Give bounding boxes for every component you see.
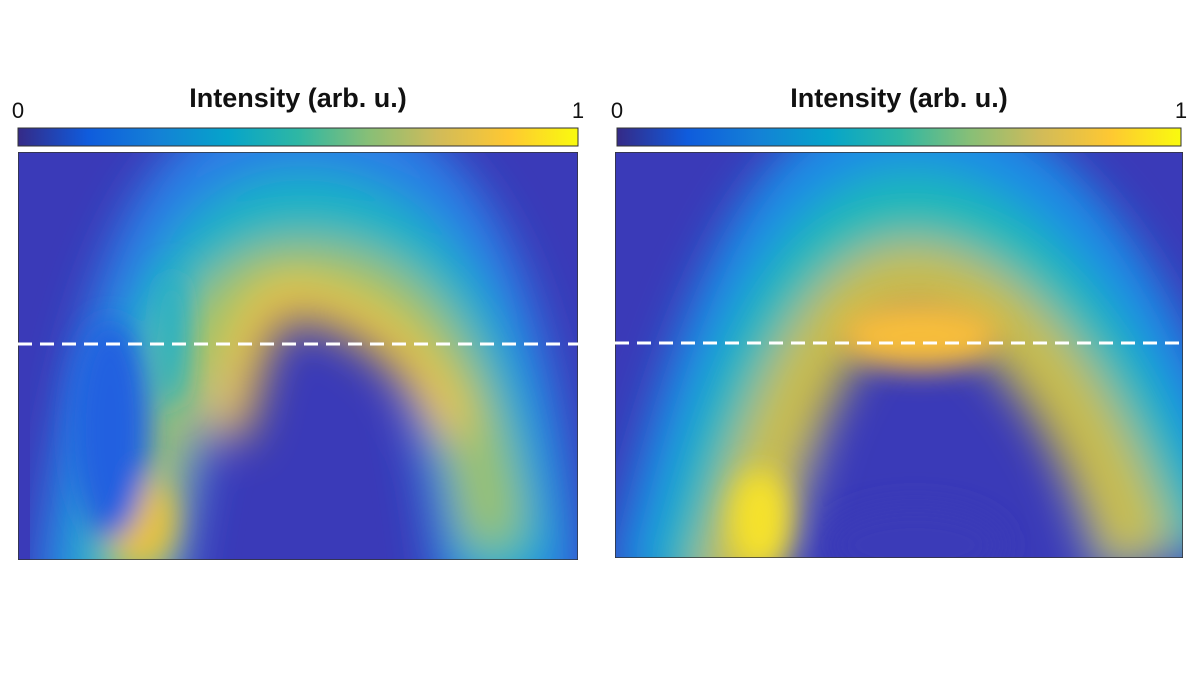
colorbar-tick-label: 1 [1175, 98, 1187, 123]
colorbar-label: Intensity (arb. u.) [189, 83, 407, 113]
colorbar [616, 127, 1182, 147]
colorbar-tick-label: 1 [572, 98, 584, 123]
colorbar-label: Intensity (arb. u.) [790, 83, 1008, 113]
colorbar-tick-label: 0 [12, 98, 24, 123]
colorbar [17, 127, 579, 147]
colorbar-tick-label: 0 [611, 98, 623, 123]
heatmap-left [18, 152, 578, 560]
heatmap-right [615, 152, 1183, 558]
